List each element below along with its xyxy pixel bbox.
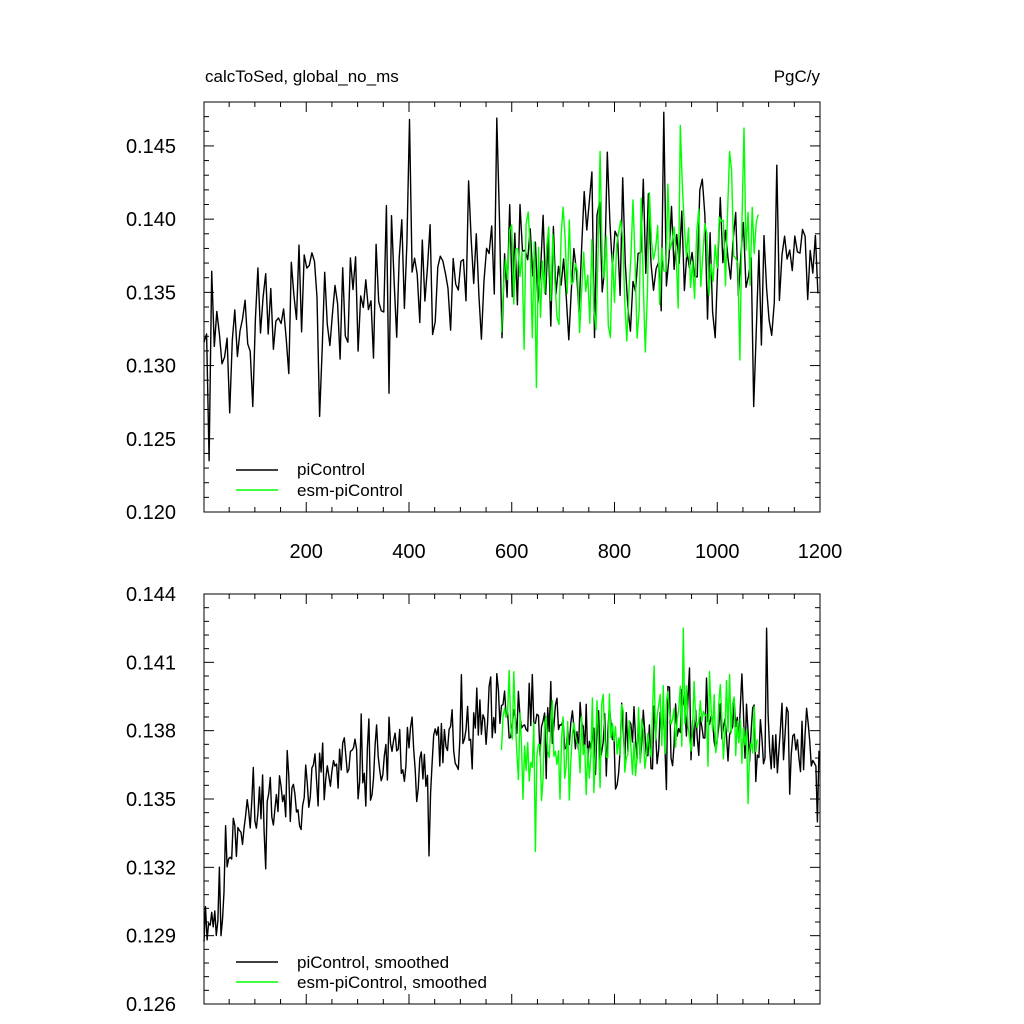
top-series-layer	[203, 111, 819, 462]
top-tick-layer: 0.120 0.125 0.130 0.135 0.140 0.145 200 400 600 8…	[126, 101, 843, 563]
y-tick-label: 0.141	[126, 652, 176, 674]
x-tick-label: 1200	[798, 541, 843, 563]
series-line-esm-picontrol	[500, 124, 759, 389]
series-line-picontrol	[203, 111, 819, 462]
legend-label-picontrol-smoothed: piControl, smoothed	[297, 953, 449, 972]
y-tick-label: 0.125	[126, 429, 176, 451]
units-label: PgC/y	[774, 67, 821, 86]
legend-label-picontrol: piControl	[297, 460, 365, 479]
y-tick-label: 0.145	[126, 136, 176, 158]
y-tick-label: 0.144	[126, 584, 176, 606]
bottom-series-layer	[203, 627, 820, 942]
legend-label-esm-picontrol-smoothed: esm-piControl, smoothed	[297, 973, 487, 992]
y-tick-label: 0.138	[126, 721, 176, 743]
top-panel: 0.120 0.125 0.130 0.135 0.140 0.145 200 400 600 8…	[126, 101, 843, 563]
x-tick-label: 1000	[695, 541, 740, 563]
y-tick-label: 0.140	[126, 209, 176, 231]
y-tick-label: 0.132	[126, 857, 176, 879]
y-tick-label: 0.130	[126, 356, 176, 378]
x-tick-label: 600	[495, 541, 528, 563]
y-tick-label: 0.129	[126, 926, 176, 948]
top-legend: piControl esm-piControl	[236, 460, 403, 500]
bottom-panel: 0.126 0.129 0.132 0.135 0.138 0.141 0.144 piCo…	[126, 584, 821, 1016]
bottom-tick-layer: 0.126 0.129 0.132 0.135 0.138 0.141 0.144	[126, 584, 821, 1016]
series-line-esm-picontrol-smoothed	[500, 627, 758, 853]
x-tick-label: 400	[392, 541, 425, 563]
y-tick-label: 0.135	[126, 789, 176, 811]
x-tick-label: 800	[598, 541, 631, 563]
x-tick-label: 200	[290, 541, 323, 563]
y-tick-label: 0.126	[126, 994, 176, 1016]
chart-title: calcToSed, global_no_ms	[205, 67, 399, 86]
legend-label-esm-picontrol: esm-piControl	[297, 481, 403, 500]
y-tick-label: 0.135	[126, 282, 176, 304]
bottom-legend: piControl, smoothed esm-piControl, smoot…	[236, 953, 487, 992]
y-tick-label: 0.120	[126, 502, 176, 524]
